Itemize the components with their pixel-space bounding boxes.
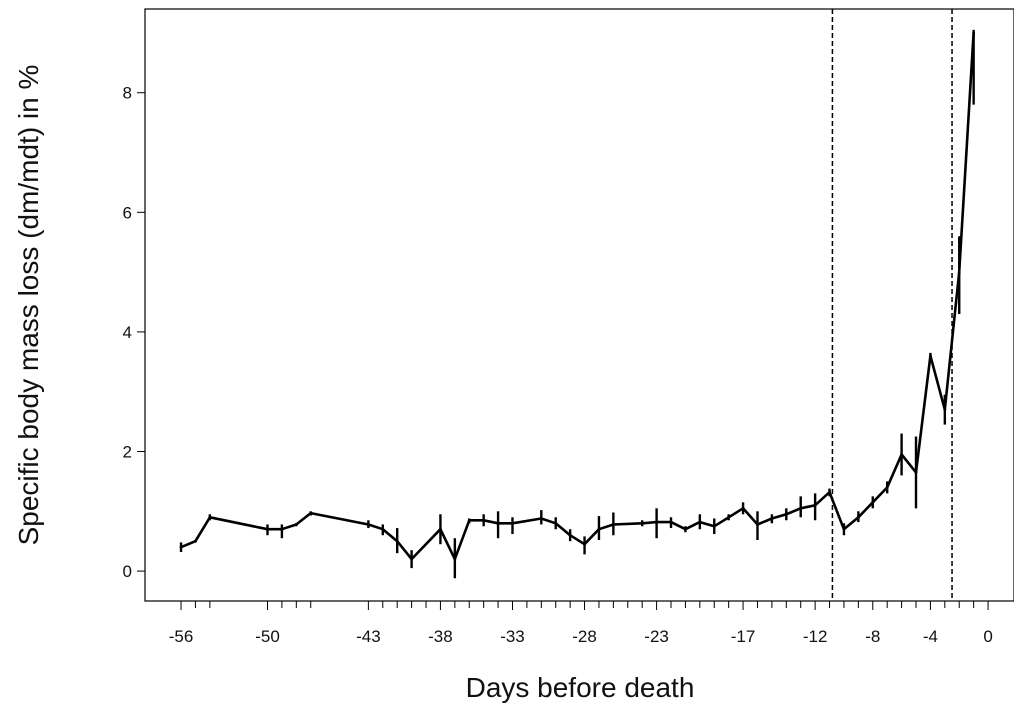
data-point	[381, 527, 385, 531]
x-tick-label: -33	[500, 627, 525, 646]
data-point	[770, 517, 774, 520]
data-point	[554, 521, 558, 525]
error-bars	[179, 29, 975, 579]
data-point	[655, 520, 659, 524]
data-point	[395, 539, 399, 543]
x-tick-label: -28	[572, 627, 597, 646]
data-point	[784, 512, 788, 516]
data-point	[194, 539, 197, 543]
data-point	[266, 527, 269, 531]
data-point	[856, 515, 860, 519]
data-point	[467, 518, 471, 522]
plot-frame	[144, 8, 1014, 602]
y-tick-label: 6	[123, 203, 132, 222]
x-tick-label: -50	[255, 627, 280, 646]
data-point	[957, 270, 961, 274]
series-line	[180, 32, 975, 561]
x-tick-label: -8	[865, 627, 880, 646]
data-point	[828, 490, 831, 494]
data-point	[539, 517, 543, 520]
data-point	[799, 506, 803, 510]
data-point	[871, 500, 875, 504]
data-point	[280, 527, 284, 531]
data-point	[727, 515, 731, 519]
data-point	[712, 524, 716, 528]
x-tick-label: -17	[731, 627, 756, 646]
y-tick-label: 8	[123, 84, 132, 103]
data-point	[496, 521, 500, 525]
x-tick-label: -38	[428, 627, 453, 646]
x-tick-label: -56	[169, 627, 194, 646]
x-axis-label: Days before death	[466, 672, 695, 703]
x-axis: -56 -50 -43 -38 -33 -28 -23 -17 -12 -8 -4 0	[169, 600, 993, 646]
data-point	[914, 471, 918, 474]
data-point	[972, 31, 976, 35]
data-point	[482, 518, 486, 522]
data-point	[597, 527, 601, 531]
data-point	[309, 511, 313, 515]
y-axis-label: Specific body mass loss (dm/mdt) in %	[13, 65, 44, 546]
x-tick-label: -43	[356, 627, 381, 646]
data-point	[453, 557, 457, 561]
x-tick-label: 0	[983, 627, 992, 646]
data-point	[294, 523, 298, 526]
data-point	[410, 557, 414, 561]
data-point	[583, 542, 586, 546]
x-tick-label: -12	[803, 627, 828, 646]
data-point	[640, 521, 644, 525]
data-point	[568, 533, 572, 537]
y-axis: 0 2 4 6 8	[123, 84, 146, 581]
data-point	[684, 527, 687, 531]
data-point	[741, 506, 745, 510]
data-point	[208, 515, 212, 519]
data-point	[698, 520, 702, 524]
data-point	[669, 520, 673, 524]
data-point	[842, 527, 846, 531]
data-point	[900, 453, 903, 456]
data-point	[943, 408, 947, 412]
data-point	[885, 485, 889, 489]
data-point	[611, 523, 615, 526]
data-point	[929, 354, 932, 358]
y-tick-label: 4	[123, 323, 132, 342]
data-point	[439, 527, 442, 531]
y-tick-label: 0	[123, 562, 132, 581]
data-point	[813, 503, 817, 507]
data-point	[511, 521, 514, 525]
y-tick-label: 2	[123, 443, 132, 462]
x-tick-label: -23	[644, 627, 669, 646]
x-tick-label: -4	[923, 627, 938, 646]
data-point	[179, 545, 183, 549]
reference-lines	[831, 9, 953, 601]
data-point	[366, 523, 370, 526]
data-point	[756, 523, 759, 526]
data-points	[179, 31, 976, 561]
